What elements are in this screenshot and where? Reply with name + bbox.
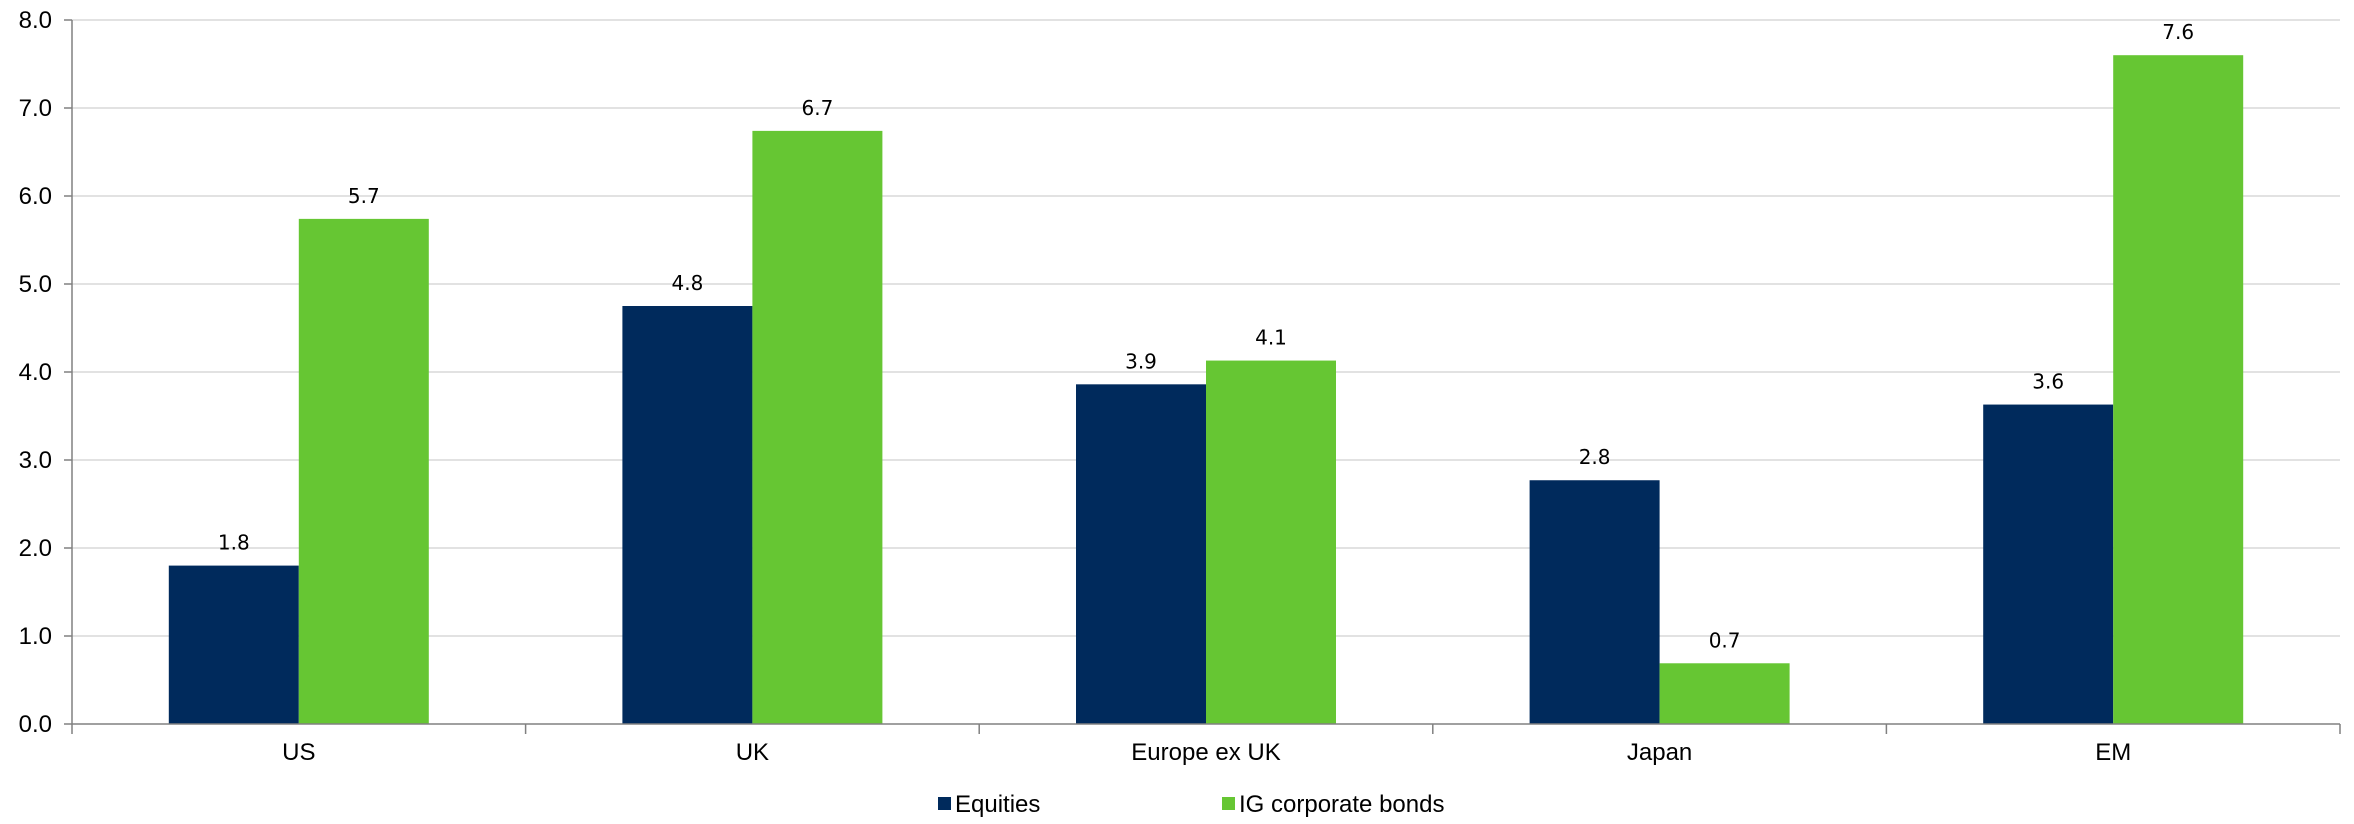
bar-ig-corporate-bonds (2113, 55, 2244, 724)
axes (64, 19, 2341, 734)
y-tick-label: 8.0 (19, 7, 52, 34)
legend-label: Equities (955, 791, 1040, 818)
data-label: 7.6 (2162, 20, 2194, 44)
y-tick-label: 4.0 (19, 359, 52, 386)
data-label: 1.8 (218, 531, 250, 555)
data-label: 3.9 (1125, 349, 1157, 373)
bar-equities (622, 306, 753, 724)
x-axis-category-labels: US UK Europe ex UK Japan EM (282, 739, 2131, 766)
y-tick-label: 1.0 (19, 623, 52, 650)
data-label: 2.8 (1579, 445, 1611, 469)
x-category-label: UK (736, 739, 769, 766)
legend-swatch (938, 797, 951, 810)
y-tick-label: 5.0 (19, 271, 52, 298)
legend: Equities IG corporate bonds (938, 791, 1444, 818)
data-label: 4.8 (671, 271, 703, 295)
bar-ig-corporate-bonds (298, 218, 429, 724)
bar-ig-corporate-bonds (1206, 360, 1336, 724)
y-axis-tick-labels: 0.0 1.0 2.0 3.0 4.0 5.0 6.0 7.0 8.0 (19, 7, 52, 738)
y-tick-label: 2.0 (19, 535, 52, 562)
bar-equities (168, 565, 299, 724)
y-tick-label: 3.0 (19, 447, 52, 474)
bar-ig-corporate-bonds (1659, 663, 1790, 724)
bar-equities (1529, 480, 1660, 724)
bar-equities (1983, 404, 2114, 724)
data-label: 0.7 (1709, 628, 1741, 652)
data-label: 5.7 (348, 184, 380, 208)
x-category-label: Europe ex UK (1131, 739, 1280, 766)
x-category-label: US (282, 739, 315, 766)
data-label: 6.7 (801, 96, 833, 120)
x-category-label: Japan (1627, 739, 1692, 766)
data-labels: 1.8 5.7 4.8 6.7 3.9 4.1 2.8 0.7 3.6 7.6 (218, 20, 2194, 652)
bar-equities (1076, 384, 1206, 724)
y-tick-label: 6.0 (19, 183, 52, 210)
legend-swatch (1222, 797, 1235, 810)
bars (168, 55, 2244, 724)
y-tick-label: 0.0 (19, 711, 52, 738)
legend-label: IG corporate bonds (1239, 791, 1444, 818)
x-category-label: EM (2095, 739, 2131, 766)
bar-ig-corporate-bonds (752, 130, 883, 724)
data-label: 4.1 (1255, 326, 1287, 350)
data-label: 3.6 (2032, 370, 2064, 394)
y-tick-label: 7.0 (19, 95, 52, 122)
